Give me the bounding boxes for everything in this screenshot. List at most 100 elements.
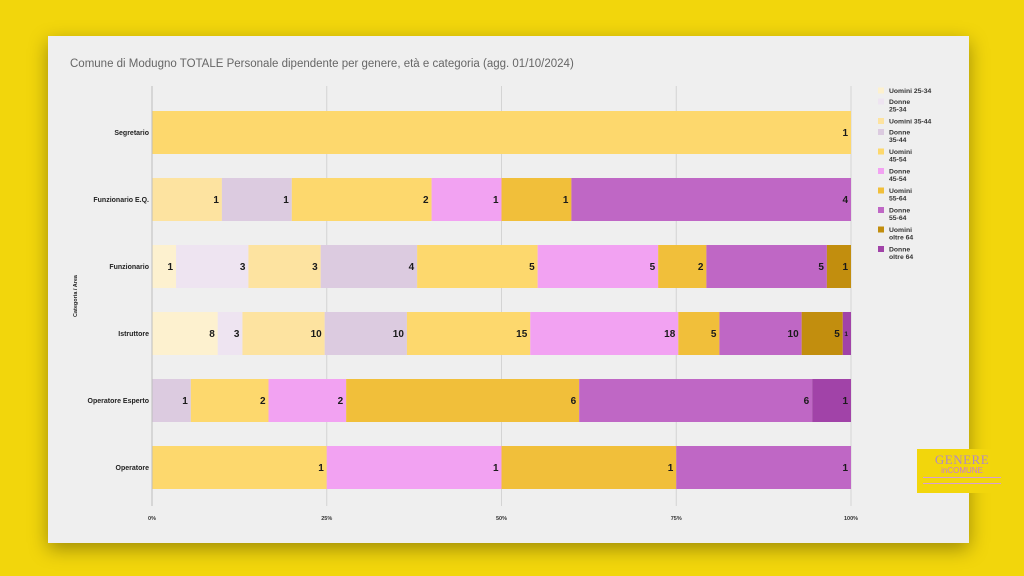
data-label: 6 (804, 396, 810, 407)
bar-segment (268, 379, 347, 422)
data-label: 5 (529, 262, 535, 273)
bar-segment (801, 312, 843, 355)
legend-label: Uomini 25-34 (889, 88, 932, 95)
data-label: 5 (818, 262, 824, 273)
data-label: 10 (788, 329, 800, 340)
bar-segment (242, 312, 325, 355)
bar-segment (501, 178, 572, 221)
bar-segment (706, 245, 827, 288)
data-label: 5 (650, 262, 656, 273)
category-label: Operatore (116, 465, 150, 472)
legend-swatch (878, 87, 884, 94)
data-label: 10 (311, 329, 323, 340)
bar-segment (217, 312, 243, 355)
bar-segment (152, 245, 177, 288)
legend-label: Donne 55-64 (889, 208, 910, 223)
chart-title: Comune di Modugno TOTALE Personale dipen… (70, 58, 574, 70)
data-label: 5 (834, 329, 840, 340)
bar-segment (826, 245, 851, 288)
bar-segment (324, 312, 407, 355)
data-label: 1 (563, 195, 569, 206)
data-label: 1 (842, 262, 848, 273)
stacked-bar-chart: 11 1 2 1 1 41 3 3 4 5 5 2 5 18 3 10 10 15 18 5 10 5 11 2 2 6 6 11 1 1… (73, 86, 932, 522)
bar-segment (842, 312, 851, 355)
bar-segment (431, 178, 502, 221)
data-label: 1 (318, 463, 324, 474)
bar-segment (676, 446, 851, 489)
x-tick-label: 25% (321, 516, 332, 522)
bar-segment (248, 245, 321, 288)
bar-segment (176, 245, 249, 288)
bar-segment (346, 379, 580, 422)
category-label: Istruttore (118, 331, 149, 338)
data-label: 2 (260, 396, 266, 407)
data-label: 1 (182, 396, 188, 407)
data-label: 3 (240, 262, 246, 273)
legend-label: Uomini 45-54 (889, 149, 912, 164)
data-label: 4 (842, 195, 848, 206)
x-tick-label: 0% (148, 516, 156, 522)
category-label: Funzionario E.Q. (93, 197, 149, 204)
legend-swatch (878, 118, 884, 124)
data-label: 1 (842, 128, 848, 139)
bar-segment (571, 178, 851, 221)
x-tick-label: 75% (671, 516, 682, 522)
legend-swatch (878, 187, 884, 194)
legend-swatch (878, 168, 884, 174)
bar-segment (501, 446, 677, 489)
data-label: 10 (393, 329, 405, 340)
x-tick-label: 100% (844, 516, 858, 522)
bar-segment (326, 446, 502, 489)
bar-segment (152, 111, 851, 154)
legend-label: Uomini 55-64 (889, 188, 912, 203)
data-label: 5 (711, 329, 717, 340)
legend-label: Uomini 35-44 (889, 119, 932, 126)
legend-swatch (878, 129, 884, 135)
data-label: 1 (842, 463, 848, 474)
data-label: 1 (213, 195, 219, 206)
bar-segment (537, 245, 659, 288)
data-label: 1 (168, 262, 174, 273)
bar-segment (530, 312, 679, 355)
data-label: 1 (283, 195, 289, 206)
legend: Uomini 25-34 Donne 25-34 Uomini 35-44 Donne 3… (878, 87, 932, 262)
data-label: 1 (493, 195, 499, 206)
legend-swatch (878, 226, 884, 233)
category-label: Operatore Esperto (88, 398, 149, 405)
bar-segment (152, 446, 327, 489)
logo-underline (923, 477, 1001, 484)
bar-segment (812, 379, 851, 422)
legend-label: Donne oltre 64 (889, 247, 913, 262)
legend-swatch (878, 207, 884, 213)
data-label: 1 (844, 331, 848, 338)
data-label: 2 (698, 262, 704, 273)
data-label: 18 (664, 329, 676, 340)
bar-segment (417, 245, 538, 288)
genere-incomune-logo: GENERE inCOMUNE (917, 449, 1007, 493)
legend-label: Uomini oltre 64 (889, 227, 913, 242)
bars-layer (152, 111, 851, 489)
bar-segment (152, 312, 218, 355)
logo-text-genere: GENERE (934, 452, 990, 467)
bar-segment (579, 379, 813, 422)
legend-swatch (878, 98, 884, 105)
data-label: 1 (842, 396, 848, 407)
bar-segment (190, 379, 269, 422)
bar-segment (719, 312, 802, 355)
bar-segment (320, 245, 418, 288)
data-label: 3 (312, 262, 318, 273)
axis-layer: 0% 25% 50% 75% 100% Categoria / Area Segretari… (73, 86, 858, 522)
labels-layer: 11 1 2 1 1 41 3 3 4 5 5 2 5 18 3 10 10 15 18 5 10 5 11 2 2 6 6 11 1 1… (168, 128, 849, 474)
data-label: 8 (209, 329, 215, 340)
x-tick-label: 50% (496, 516, 507, 522)
chart-card: Comune di Modugno TOTALE Personale dipen… (48, 36, 1007, 543)
legend-label: Donne 35-44 (889, 130, 910, 145)
legend-swatch (878, 246, 884, 252)
data-label: 4 (409, 262, 415, 273)
bar-segment (291, 178, 432, 221)
y-axis-title: Categoria / Area (73, 274, 79, 317)
data-label: 6 (571, 396, 577, 407)
data-label: 3 (234, 329, 240, 340)
category-label: Segretario (114, 130, 149, 137)
logo-text-incomune: inCOMUNE (941, 466, 983, 475)
